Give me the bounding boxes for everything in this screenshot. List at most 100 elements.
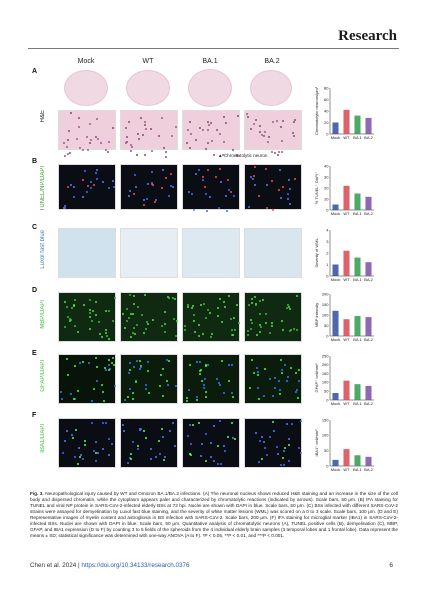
cell-speck: [221, 153, 224, 156]
cell-speck: [220, 462, 223, 465]
cell-speck: [89, 298, 92, 301]
cell-speck: [133, 326, 136, 329]
footer-citation: Chen et al. 2024 | https://doi.org/10.34…: [30, 562, 190, 569]
cell-speck: [82, 178, 85, 181]
cell-speck: [247, 333, 250, 336]
cell-speck: [171, 186, 174, 189]
cell-speck: [157, 439, 160, 442]
cell-speck: [131, 398, 134, 401]
bar-ba1: [354, 455, 361, 466]
cell-speck: [205, 365, 208, 368]
cell-speck: [204, 193, 207, 196]
cell-speck: [76, 462, 79, 465]
cell-speck: [276, 154, 279, 157]
mbp-mock: [58, 292, 116, 342]
doi-link[interactable]: https://doi.org/10.34133/research.0376: [81, 562, 190, 569]
x-tick-label: BA.1: [353, 401, 362, 406]
chart-tunel: % TUNEL⁺ DAPI⁺ 0 10 20 30 40 Mock WT BA.1 BA.2: [314, 162, 376, 220]
panel-letter-f: F: [32, 412, 37, 419]
y-axis-label: IBA1⁺ cell/mm²: [314, 429, 319, 457]
cell-speck: [111, 362, 114, 365]
cell-speck: [138, 359, 141, 362]
cell-speck: [231, 391, 234, 394]
cell-speck: [230, 317, 233, 320]
cell-speck: [263, 394, 266, 397]
cell-speck: [287, 304, 290, 307]
cell-speck: [136, 444, 139, 447]
cell-speck: [246, 113, 249, 116]
cell-speck: [230, 421, 233, 424]
cell-speck: [279, 389, 282, 392]
x-tick-label: WT: [343, 135, 350, 140]
cell-speck: [237, 114, 240, 117]
cell-speck: [193, 331, 196, 334]
cell-speck: [231, 329, 234, 332]
cell-speck: [288, 179, 291, 182]
cell-speck: [173, 297, 176, 300]
cell-speck: [104, 368, 107, 371]
cell-speck: [225, 121, 228, 124]
y-tick-label: 50: [324, 389, 329, 394]
bar-wt: [343, 319, 350, 336]
cell-speck: [167, 359, 170, 362]
cell-speck: [268, 377, 271, 380]
x-tick-label: Mock: [331, 467, 341, 472]
cell-speck: [128, 316, 131, 319]
cell-speck: [128, 368, 131, 371]
cell-speck: [231, 148, 234, 151]
cell-speck: [125, 320, 128, 323]
cell-speck: [106, 335, 109, 338]
cell-speck: [258, 461, 261, 463]
cell-speck: [283, 449, 286, 452]
cell-speck: [203, 378, 206, 380]
cell-speck: [205, 316, 208, 319]
cell-speck: [276, 453, 279, 456]
cell-speck: [104, 329, 107, 332]
cell-speck: [254, 432, 257, 435]
cell-speck: [163, 323, 166, 326]
cell-speck: [258, 324, 261, 327]
gfap-mock: [58, 354, 116, 404]
cell-speck: [124, 126, 127, 129]
cell-speck: [168, 296, 171, 299]
cell-speck: [295, 295, 298, 298]
cell-speck: [126, 308, 129, 311]
cell-speck: [145, 437, 148, 440]
cell-speck: [111, 442, 114, 445]
cell-speck: [255, 304, 258, 307]
cell-speck: [227, 435, 230, 438]
y-tick-label: 200: [322, 291, 329, 296]
cell-speck: [105, 309, 108, 312]
cell-speck: [129, 313, 132, 316]
cell-speck: [296, 329, 299, 332]
x-tick-label: BA.2: [364, 467, 373, 472]
cell-speck: [272, 120, 275, 123]
cell-speck: [217, 445, 220, 448]
chromatolytic-legend: ▲ Chromatolytic neuron: [218, 153, 268, 158]
cell-speck: [255, 303, 258, 306]
cell-speck: [280, 196, 283, 199]
he-overview-mock: [64, 70, 108, 106]
cell-speck: [69, 320, 72, 323]
y-tick-label: 250: [322, 353, 329, 358]
chart-wml: Severity of WML 0 1 2 3 4 Mock WT BA.1 BA.2: [314, 226, 376, 286]
cell-speck: [91, 310, 94, 313]
y-tick-label: 100: [322, 433, 329, 438]
cell-speck: [206, 209, 209, 212]
cell-speck: [204, 460, 207, 463]
cell-speck: [188, 452, 191, 455]
cell-speck: [82, 458, 84, 461]
cell-speck: [256, 371, 259, 374]
cell-speck: [95, 356, 98, 359]
cell-speck: [161, 428, 164, 431]
cell-speck: [249, 328, 252, 331]
cell-speck: [237, 321, 240, 324]
cell-speck: [289, 308, 292, 311]
figure-caption: Fig. 3. Neuropathological injury caused …: [30, 491, 398, 539]
cell-speck: [175, 320, 178, 323]
cell-speck: [60, 397, 63, 400]
cell-speck: [108, 363, 111, 366]
cell-speck: [286, 193, 289, 196]
cell-speck: [250, 301, 253, 304]
cell-speck: [129, 362, 132, 365]
